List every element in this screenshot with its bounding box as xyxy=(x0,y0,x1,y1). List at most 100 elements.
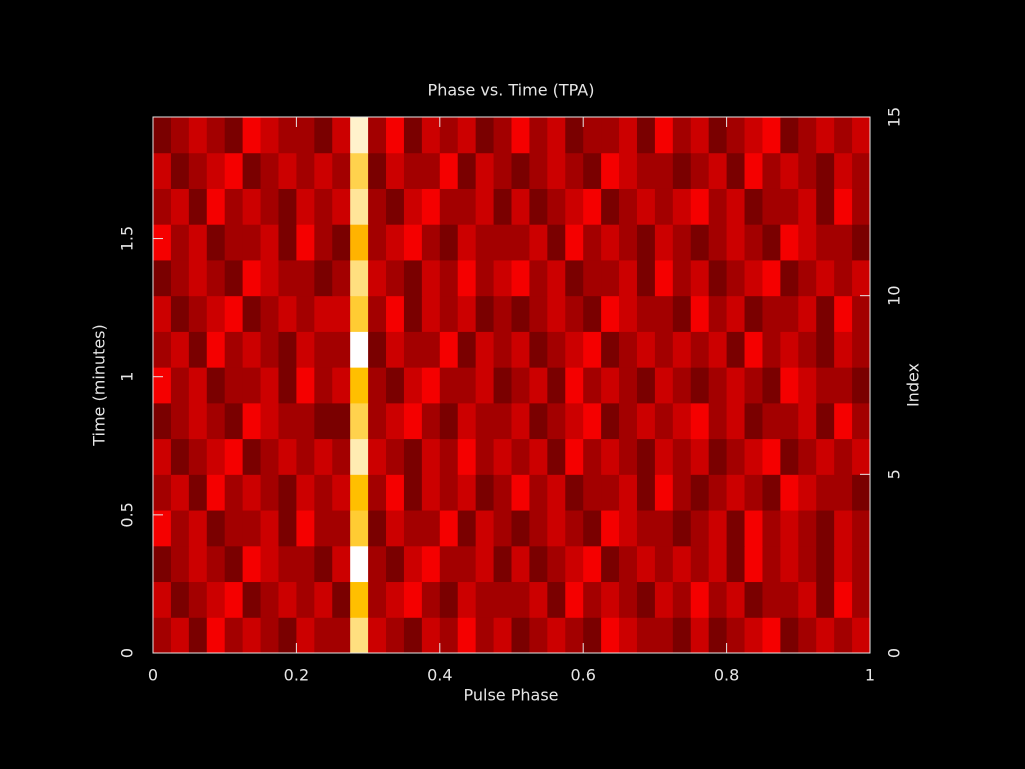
heat-cell xyxy=(332,510,351,547)
heat-cell xyxy=(708,617,728,654)
heat-cell xyxy=(654,545,674,583)
heat-cell xyxy=(260,438,279,475)
heat-cell xyxy=(798,545,817,583)
heat-cell xyxy=(439,152,459,189)
x-tick-label: 1 xyxy=(865,666,875,685)
heat-cell xyxy=(224,367,244,404)
heat-cell xyxy=(852,581,871,618)
heat-cell xyxy=(565,438,584,475)
plot-frame xyxy=(152,116,871,654)
heat-cell xyxy=(242,152,262,189)
heat-cell xyxy=(278,581,297,618)
heat-cell xyxy=(278,152,297,189)
heat-cell xyxy=(852,402,871,440)
heat-cell xyxy=(690,367,710,404)
heat-cell xyxy=(260,510,279,547)
heat-cell xyxy=(260,617,279,654)
heat-cell xyxy=(188,331,208,368)
heat-cell xyxy=(834,545,853,583)
heat-cell xyxy=(278,224,297,261)
heat-cell xyxy=(583,510,602,547)
heat-cell xyxy=(332,331,351,368)
heat-cell xyxy=(852,545,871,583)
heat-cell xyxy=(421,295,441,332)
heat-cell xyxy=(529,224,548,261)
heat-cell xyxy=(386,259,405,297)
heat-cell xyxy=(170,117,190,154)
heat-cell xyxy=(798,117,817,154)
heat-cell xyxy=(170,367,190,404)
heat-cell xyxy=(457,188,477,225)
heat-cell xyxy=(224,224,244,261)
heat-cell xyxy=(278,402,297,440)
heat-cell xyxy=(636,581,656,618)
heat-cell xyxy=(403,581,423,618)
heat-cell xyxy=(816,617,835,654)
heat-cell xyxy=(260,402,279,440)
heat-cell xyxy=(816,224,835,261)
heat-cell xyxy=(816,545,835,583)
heat-cell xyxy=(708,438,728,475)
heat-cell xyxy=(619,259,638,297)
heat-cell xyxy=(421,188,441,225)
x-tick-label: 0 xyxy=(148,666,158,685)
heat-cell xyxy=(744,438,763,475)
heat-cell xyxy=(583,295,602,332)
heat-cell xyxy=(726,117,746,154)
heat-cell xyxy=(421,331,441,368)
heat-cell xyxy=(439,545,459,583)
heat-cell xyxy=(619,402,638,440)
heat-cell xyxy=(296,188,315,225)
heat-cell xyxy=(654,152,674,189)
heat-cell xyxy=(224,438,244,475)
heat-cell xyxy=(386,152,405,189)
heat-cell xyxy=(654,617,674,654)
heat-cell xyxy=(314,295,333,332)
heat-cell xyxy=(636,510,656,547)
heat-cell xyxy=(153,617,172,654)
heat-cell xyxy=(475,224,495,261)
heat-cell xyxy=(708,474,728,511)
heat-cell xyxy=(368,331,387,368)
heat-cell xyxy=(852,474,871,511)
heat-cell xyxy=(278,617,297,654)
heat-cell xyxy=(493,259,512,297)
heat-cell xyxy=(368,510,387,547)
heat-cell xyxy=(242,331,262,368)
heat-cell xyxy=(601,117,620,154)
heat-cell xyxy=(780,152,799,189)
heat-cell xyxy=(852,259,871,297)
heat-cell xyxy=(672,402,692,440)
heat-cell xyxy=(654,188,674,225)
heat-cell xyxy=(278,188,297,225)
heat-cell xyxy=(170,259,190,297)
heat-cell xyxy=(350,617,369,654)
heat-cell xyxy=(529,152,548,189)
heat-cell xyxy=(153,331,172,368)
heat-cell xyxy=(583,117,602,154)
heat-cell xyxy=(475,510,495,547)
heat-cell xyxy=(565,617,584,654)
heat-cell xyxy=(834,331,853,368)
heat-cell xyxy=(708,295,728,332)
heat-cell xyxy=(153,188,172,225)
heat-cell xyxy=(224,545,244,583)
heat-cell xyxy=(457,474,477,511)
heat-cell xyxy=(296,545,315,583)
heat-cell xyxy=(421,474,441,511)
heat-cell xyxy=(529,581,548,618)
heat-cell xyxy=(852,295,871,332)
heat-cell xyxy=(206,545,226,583)
heat-cell xyxy=(834,188,853,225)
heat-cell xyxy=(206,117,226,154)
heat-cell xyxy=(834,224,853,261)
heat-cell xyxy=(457,510,477,547)
heat-cell xyxy=(153,474,172,511)
heat-cell xyxy=(529,545,548,583)
heat-cell xyxy=(188,402,208,440)
heat-cell xyxy=(260,367,279,404)
heat-cell xyxy=(529,474,548,511)
heat-cell xyxy=(475,331,495,368)
heat-cell xyxy=(475,259,495,297)
heat-cell xyxy=(224,617,244,654)
